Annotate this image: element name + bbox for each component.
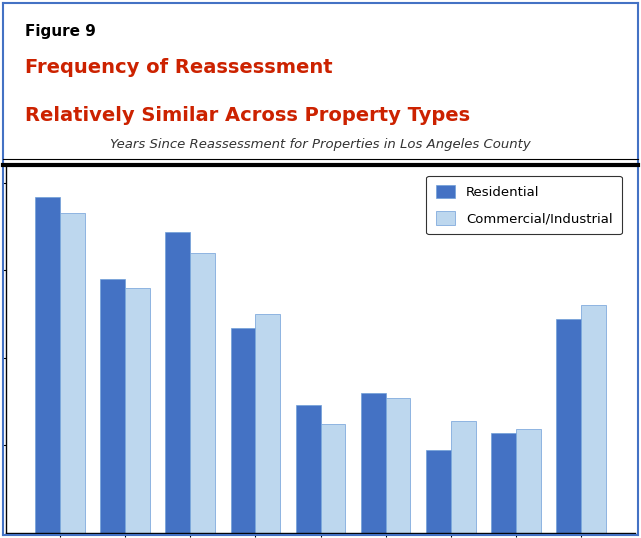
Bar [581, 306, 606, 533]
Bar [451, 421, 476, 533]
Bar [296, 405, 320, 533]
Bar [100, 279, 125, 533]
Bar [255, 314, 280, 533]
Text: Years Since Reassessment for Properties in Los Angeles County: Years Since Reassessment for Properties … [110, 138, 531, 151]
Bar [190, 253, 215, 533]
Bar [361, 393, 386, 533]
Bar [556, 320, 581, 533]
Bar [231, 328, 255, 533]
Text: Figure 9: Figure 9 [25, 24, 96, 39]
Bar [426, 450, 451, 533]
Bar [320, 424, 345, 533]
Text: Relatively Similar Across Property Types: Relatively Similar Across Property Types [25, 105, 470, 125]
Bar [35, 197, 60, 533]
Bar [491, 433, 516, 533]
Bar [125, 288, 150, 533]
Bar [165, 232, 190, 533]
Legend: Residential, Commercial/Industrial: Residential, Commercial/Industrial [426, 176, 622, 235]
Bar [516, 429, 541, 533]
Text: Frequency of Reassessment: Frequency of Reassessment [25, 59, 333, 77]
Bar [386, 398, 410, 533]
Bar [60, 213, 85, 533]
